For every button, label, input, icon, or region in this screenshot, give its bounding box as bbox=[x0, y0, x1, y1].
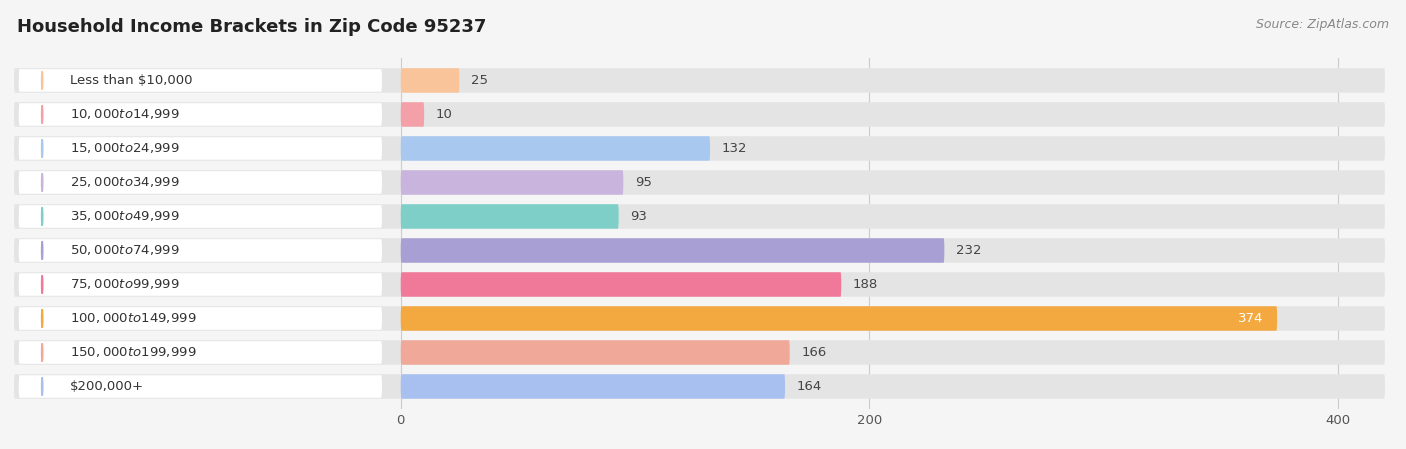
FancyBboxPatch shape bbox=[401, 102, 425, 127]
Text: 374: 374 bbox=[1237, 312, 1263, 325]
FancyBboxPatch shape bbox=[18, 171, 382, 194]
FancyBboxPatch shape bbox=[14, 306, 1385, 331]
Text: $200,000+: $200,000+ bbox=[70, 380, 145, 393]
FancyBboxPatch shape bbox=[401, 136, 710, 161]
FancyBboxPatch shape bbox=[18, 69, 382, 92]
FancyBboxPatch shape bbox=[18, 137, 382, 160]
FancyBboxPatch shape bbox=[18, 239, 382, 262]
FancyBboxPatch shape bbox=[401, 68, 460, 92]
Text: 164: 164 bbox=[797, 380, 823, 393]
FancyBboxPatch shape bbox=[401, 272, 841, 297]
FancyBboxPatch shape bbox=[14, 204, 1385, 229]
Text: $15,000 to $24,999: $15,000 to $24,999 bbox=[70, 141, 180, 155]
Text: Source: ZipAtlas.com: Source: ZipAtlas.com bbox=[1256, 18, 1389, 31]
FancyBboxPatch shape bbox=[14, 374, 1385, 399]
Text: $75,000 to $99,999: $75,000 to $99,999 bbox=[70, 277, 180, 291]
FancyBboxPatch shape bbox=[401, 374, 785, 399]
Text: 95: 95 bbox=[636, 176, 652, 189]
FancyBboxPatch shape bbox=[401, 340, 790, 365]
FancyBboxPatch shape bbox=[14, 170, 1385, 195]
FancyBboxPatch shape bbox=[14, 102, 1385, 127]
FancyBboxPatch shape bbox=[14, 272, 1385, 297]
FancyBboxPatch shape bbox=[14, 238, 1385, 263]
FancyBboxPatch shape bbox=[18, 273, 382, 296]
Text: $25,000 to $34,999: $25,000 to $34,999 bbox=[70, 176, 180, 189]
Text: Less than $10,000: Less than $10,000 bbox=[70, 74, 193, 87]
Text: 132: 132 bbox=[721, 142, 747, 155]
Text: $10,000 to $14,999: $10,000 to $14,999 bbox=[70, 107, 180, 122]
Text: 10: 10 bbox=[436, 108, 453, 121]
FancyBboxPatch shape bbox=[14, 340, 1385, 365]
FancyBboxPatch shape bbox=[401, 238, 945, 263]
FancyBboxPatch shape bbox=[14, 68, 1385, 92]
FancyBboxPatch shape bbox=[14, 136, 1385, 161]
FancyBboxPatch shape bbox=[18, 341, 382, 364]
FancyBboxPatch shape bbox=[18, 375, 382, 398]
Text: 188: 188 bbox=[853, 278, 879, 291]
Text: $150,000 to $199,999: $150,000 to $199,999 bbox=[70, 345, 197, 360]
Text: 25: 25 bbox=[471, 74, 488, 87]
Text: 232: 232 bbox=[956, 244, 981, 257]
FancyBboxPatch shape bbox=[18, 103, 382, 126]
FancyBboxPatch shape bbox=[401, 170, 623, 195]
FancyBboxPatch shape bbox=[401, 306, 1277, 331]
Text: $50,000 to $74,999: $50,000 to $74,999 bbox=[70, 243, 180, 257]
Text: Household Income Brackets in Zip Code 95237: Household Income Brackets in Zip Code 95… bbox=[17, 18, 486, 36]
FancyBboxPatch shape bbox=[18, 205, 382, 228]
Text: 93: 93 bbox=[630, 210, 647, 223]
Text: $35,000 to $49,999: $35,000 to $49,999 bbox=[70, 210, 180, 224]
Text: $100,000 to $149,999: $100,000 to $149,999 bbox=[70, 312, 197, 326]
Text: 166: 166 bbox=[801, 346, 827, 359]
FancyBboxPatch shape bbox=[401, 204, 619, 229]
FancyBboxPatch shape bbox=[18, 307, 382, 330]
